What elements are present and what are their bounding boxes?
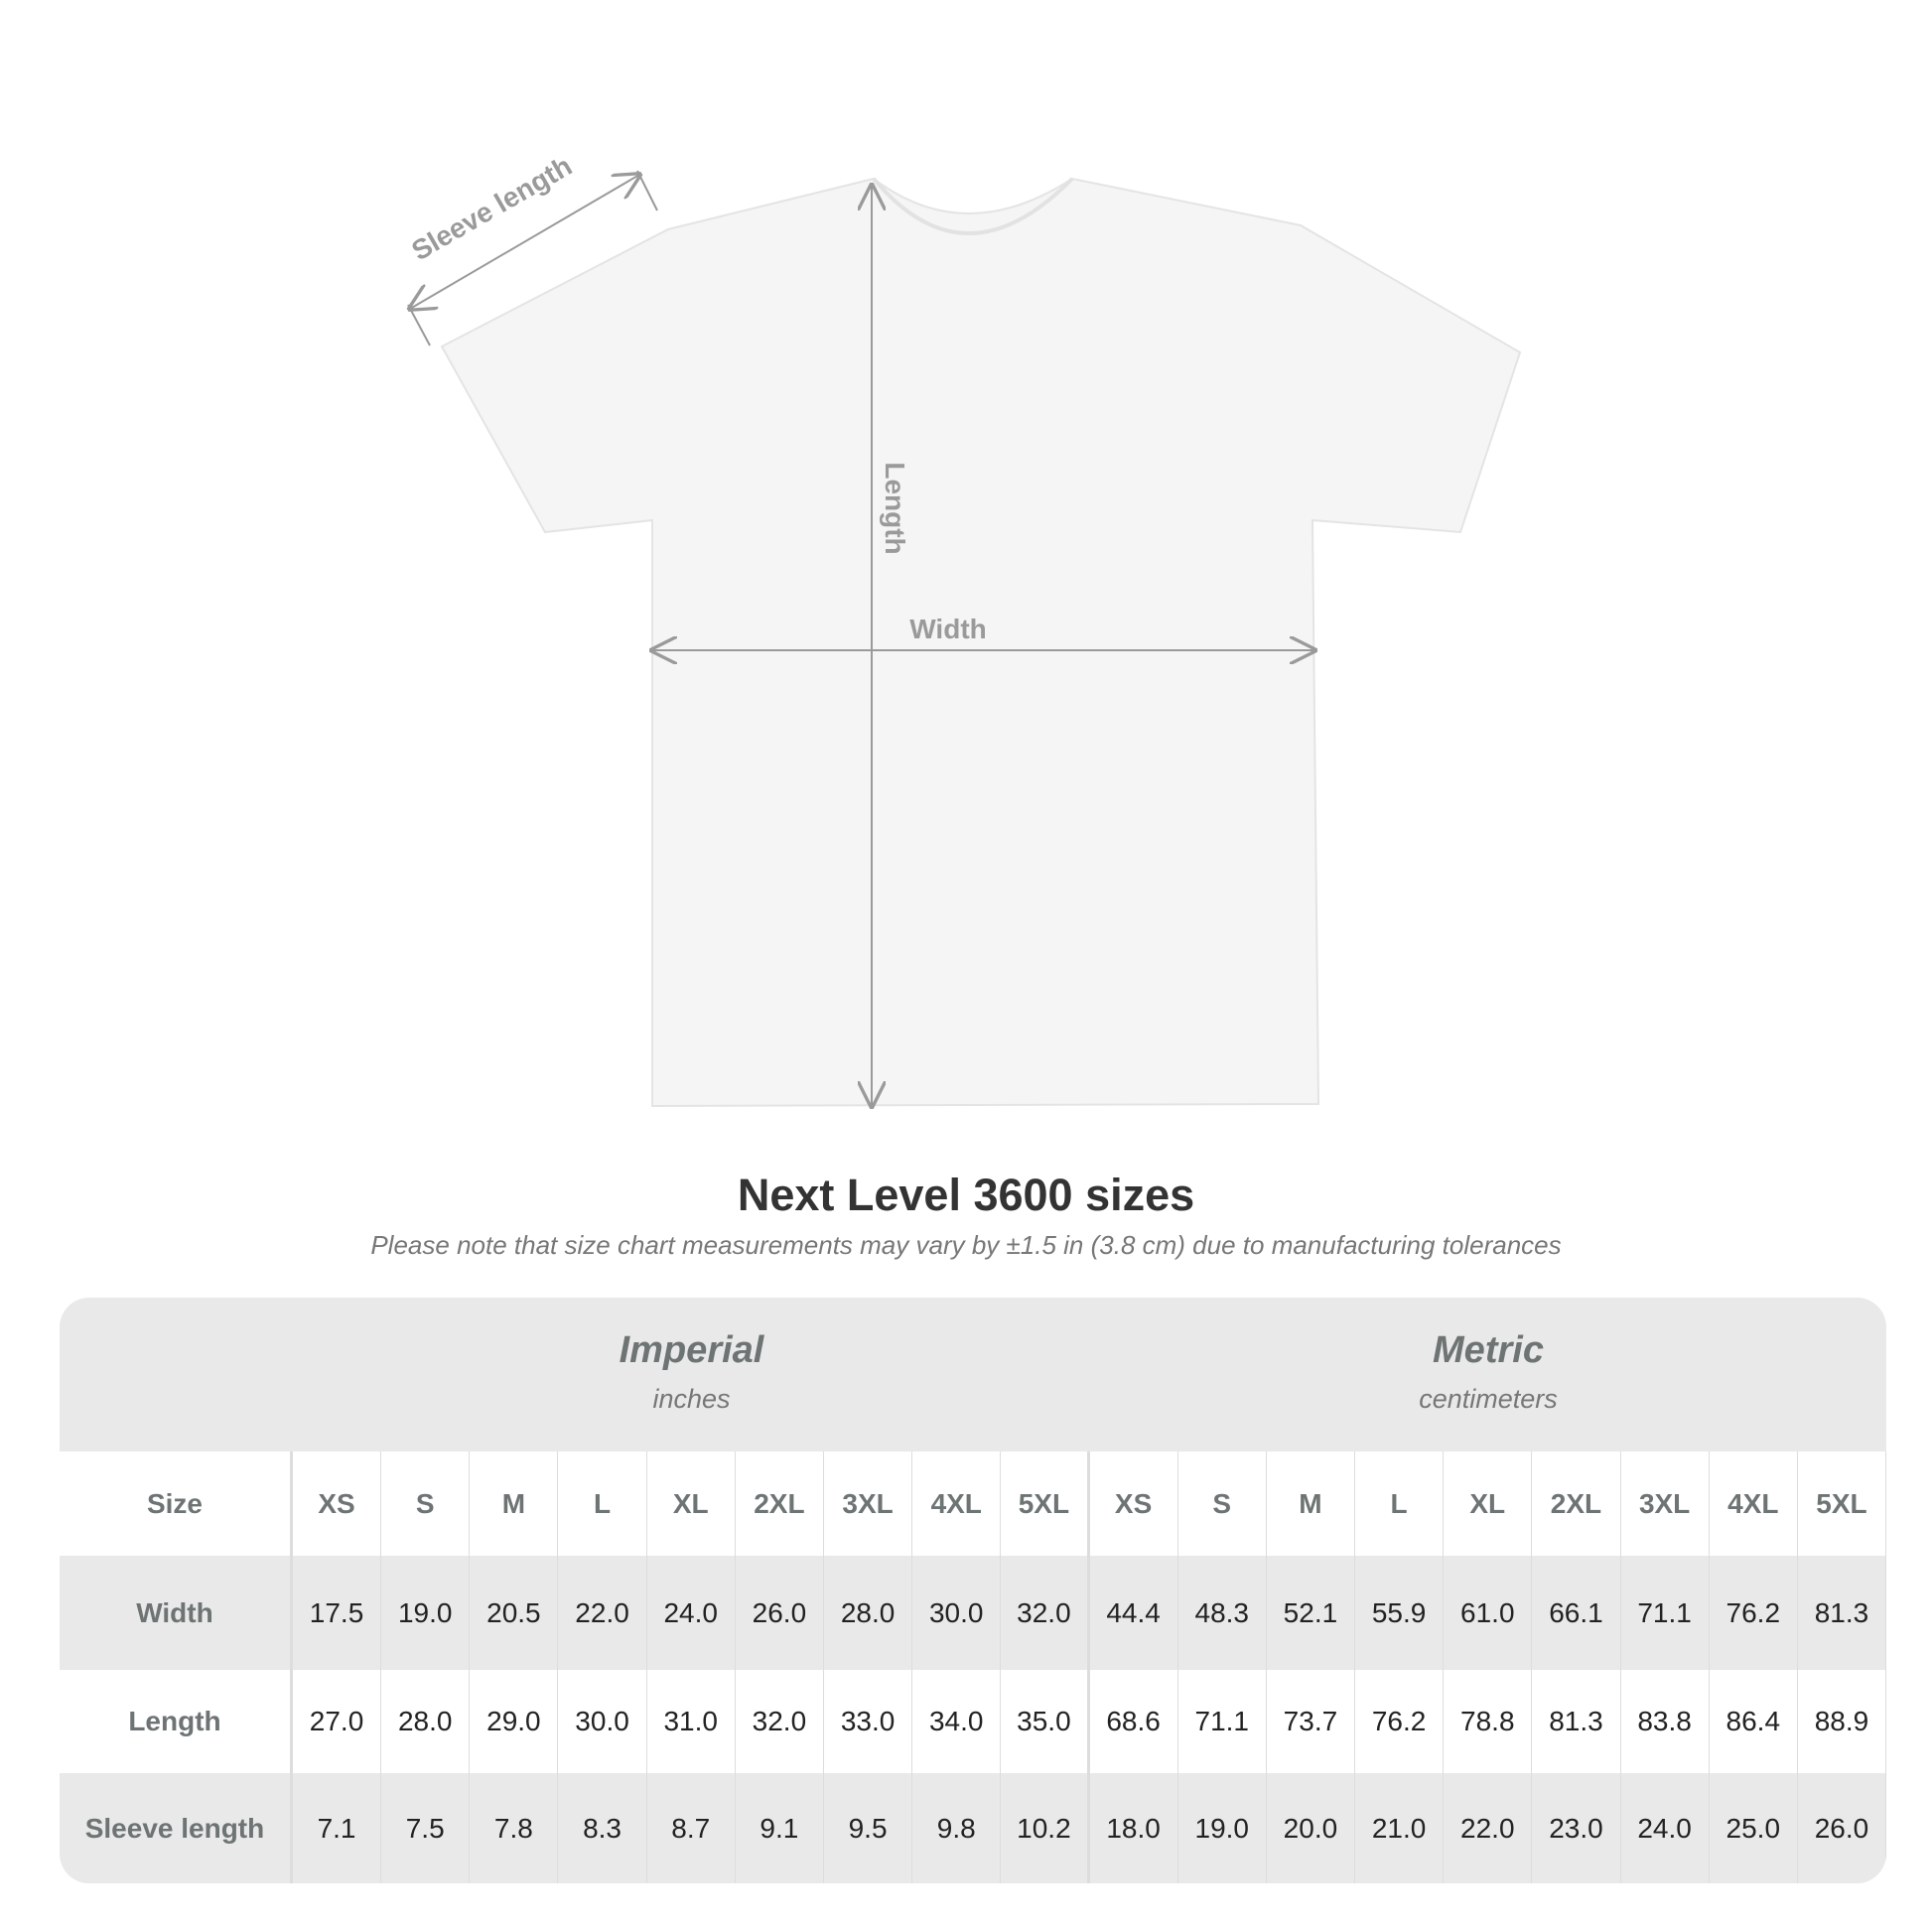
imperial-header: Imperial inches bbox=[293, 1298, 1090, 1451]
sleeve-arrow bbox=[410, 175, 639, 309]
metric-value-cell: 66.1 bbox=[1532, 1556, 1621, 1670]
size-header-row: Size XS S M L XL 2XL 3XL 4XL 5XL XS S M L XL 2XL 3XL 4XL 5… bbox=[60, 1451, 1886, 1556]
metric-value-cell: 73.7 bbox=[1267, 1670, 1356, 1773]
imperial-value-cell: 35.0 bbox=[1001, 1670, 1090, 1773]
tshirt-diagram: Sleeve length Length Width bbox=[0, 150, 1522, 1132]
size-cell: M bbox=[470, 1451, 559, 1556]
sleeve-length-label: Sleeve length bbox=[406, 150, 577, 266]
metric-value-cell: 83.8 bbox=[1621, 1670, 1710, 1773]
imperial-value-cell: 30.0 bbox=[912, 1556, 1002, 1670]
imperial-unit: inches bbox=[652, 1384, 731, 1414]
metric-value-cell: 48.3 bbox=[1178, 1556, 1267, 1670]
row-label: Sleeve length bbox=[60, 1773, 293, 1883]
size-cell: 2XL bbox=[736, 1451, 824, 1556]
metric-value-cell: 52.1 bbox=[1267, 1556, 1356, 1670]
metric-value-cell: 71.1 bbox=[1178, 1670, 1267, 1773]
size-cell: XS bbox=[1090, 1451, 1178, 1556]
imperial-title: Imperial bbox=[619, 1329, 764, 1371]
imperial-value-cell: 32.0 bbox=[736, 1670, 824, 1773]
table-row: Width 17.5 19.0 20.5 22.0 24.0 26.0 28.0 30.0 32.… bbox=[60, 1556, 1886, 1670]
metric-value-cell: 81.3 bbox=[1532, 1670, 1621, 1773]
size-cell: 3XL bbox=[1621, 1451, 1710, 1556]
row-label: Width bbox=[60, 1556, 293, 1670]
size-cell: XL bbox=[647, 1451, 736, 1556]
size-cell: L bbox=[1355, 1451, 1445, 1556]
imperial-value-cell: 32.0 bbox=[1001, 1556, 1090, 1670]
imperial-value-cell: 34.0 bbox=[912, 1670, 1002, 1773]
tolerance-note: Please note that size chart measurements… bbox=[370, 1230, 1562, 1260]
size-cell: S bbox=[381, 1451, 471, 1556]
metric-value-cell: 78.8 bbox=[1444, 1670, 1533, 1773]
metric-value-cell: 24.0 bbox=[1621, 1773, 1710, 1883]
metric-value-cell: 18.0 bbox=[1090, 1773, 1178, 1883]
metric-unit: centimeters bbox=[1419, 1384, 1558, 1414]
imperial-value-cell: 30.0 bbox=[558, 1670, 647, 1773]
imperial-value-cell: 29.0 bbox=[470, 1670, 559, 1773]
metric-header: Metric centimeters bbox=[1090, 1298, 1886, 1451]
size-cell: L bbox=[558, 1451, 647, 1556]
metric-value-cell: 44.4 bbox=[1090, 1556, 1178, 1670]
row-label: Length bbox=[60, 1670, 293, 1773]
metric-value-cell: 76.2 bbox=[1355, 1670, 1445, 1773]
size-cell: S bbox=[1178, 1451, 1267, 1556]
imperial-value-cell: 31.0 bbox=[647, 1670, 736, 1773]
imperial-value-cell: 7.1 bbox=[293, 1773, 382, 1883]
imperial-value-cell: 17.5 bbox=[293, 1556, 382, 1670]
size-cell: XL bbox=[1444, 1451, 1533, 1556]
metric-value-cell: 22.0 bbox=[1444, 1773, 1533, 1883]
metric-value-cell: 55.9 bbox=[1355, 1556, 1445, 1670]
width-label: Width bbox=[909, 614, 987, 644]
imperial-value-cell: 9.1 bbox=[736, 1773, 824, 1883]
size-cell: 3XL bbox=[824, 1451, 913, 1556]
metric-value-cell: 68.6 bbox=[1090, 1670, 1178, 1773]
size-cell: M bbox=[1267, 1451, 1356, 1556]
size-cell: 4XL bbox=[1710, 1451, 1798, 1556]
table-row: Sleeve length 7.1 7.5 7.8 8.3 8.7 9.1 9.5 9.8 10.… bbox=[60, 1773, 1886, 1883]
metric-value-cell: 71.1 bbox=[1621, 1556, 1710, 1670]
imperial-value-cell: 9.8 bbox=[912, 1773, 1002, 1883]
metric-value-cell: 86.4 bbox=[1710, 1670, 1798, 1773]
size-cell: 2XL bbox=[1532, 1451, 1621, 1556]
collar bbox=[872, 177, 1074, 235]
size-cell: XS bbox=[293, 1451, 382, 1556]
imperial-value-cell: 9.5 bbox=[824, 1773, 913, 1883]
metric-value-cell: 76.2 bbox=[1710, 1556, 1798, 1670]
size-cell: 5XL bbox=[1798, 1451, 1886, 1556]
sleeve-tick bbox=[407, 304, 431, 346]
imperial-value-cell: 28.0 bbox=[824, 1556, 913, 1670]
page-title: Next Level 3600 sizes bbox=[737, 1170, 1195, 1220]
metric-title: Metric bbox=[1433, 1329, 1544, 1371]
imperial-value-cell: 10.2 bbox=[1001, 1773, 1090, 1883]
imperial-value-cell: 8.7 bbox=[647, 1773, 736, 1883]
metric-value-cell: 61.0 bbox=[1444, 1556, 1533, 1670]
size-cell: 4XL bbox=[912, 1451, 1002, 1556]
metric-value-cell: 23.0 bbox=[1532, 1773, 1621, 1883]
size-table: Imperial inches Metric centimeters Size X… bbox=[60, 1298, 1886, 1883]
metric-value-cell: 19.0 bbox=[1178, 1773, 1267, 1883]
imperial-value-cell: 7.8 bbox=[470, 1773, 559, 1883]
metric-value-cell: 88.9 bbox=[1798, 1670, 1886, 1773]
imperial-value-cell: 7.5 bbox=[381, 1773, 471, 1883]
imperial-value-cell: 33.0 bbox=[824, 1670, 913, 1773]
imperial-value-cell: 19.0 bbox=[381, 1556, 471, 1670]
imperial-value-cell: 22.0 bbox=[558, 1556, 647, 1670]
table-row: Length 27.0 28.0 29.0 30.0 31.0 32.0 33.0 34.0 35… bbox=[60, 1670, 1886, 1773]
imperial-value-cell: 28.0 bbox=[381, 1670, 471, 1773]
imperial-value-cell: 24.0 bbox=[647, 1556, 736, 1670]
imperial-value-cell: 20.5 bbox=[470, 1556, 559, 1670]
metric-value-cell: 20.0 bbox=[1267, 1773, 1356, 1883]
imperial-value-cell: 8.3 bbox=[558, 1773, 647, 1883]
sleeve-tick bbox=[636, 170, 658, 211]
metric-value-cell: 25.0 bbox=[1710, 1773, 1798, 1883]
row-label: Size bbox=[60, 1451, 293, 1556]
length-label: Length bbox=[880, 462, 910, 554]
metric-value-cell: 26.0 bbox=[1798, 1773, 1886, 1883]
size-cell: 5XL bbox=[1001, 1451, 1090, 1556]
imperial-value-cell: 27.0 bbox=[293, 1670, 382, 1773]
imperial-value-cell: 26.0 bbox=[736, 1556, 824, 1670]
metric-value-cell: 21.0 bbox=[1355, 1773, 1445, 1883]
metric-value-cell: 81.3 bbox=[1798, 1556, 1886, 1670]
